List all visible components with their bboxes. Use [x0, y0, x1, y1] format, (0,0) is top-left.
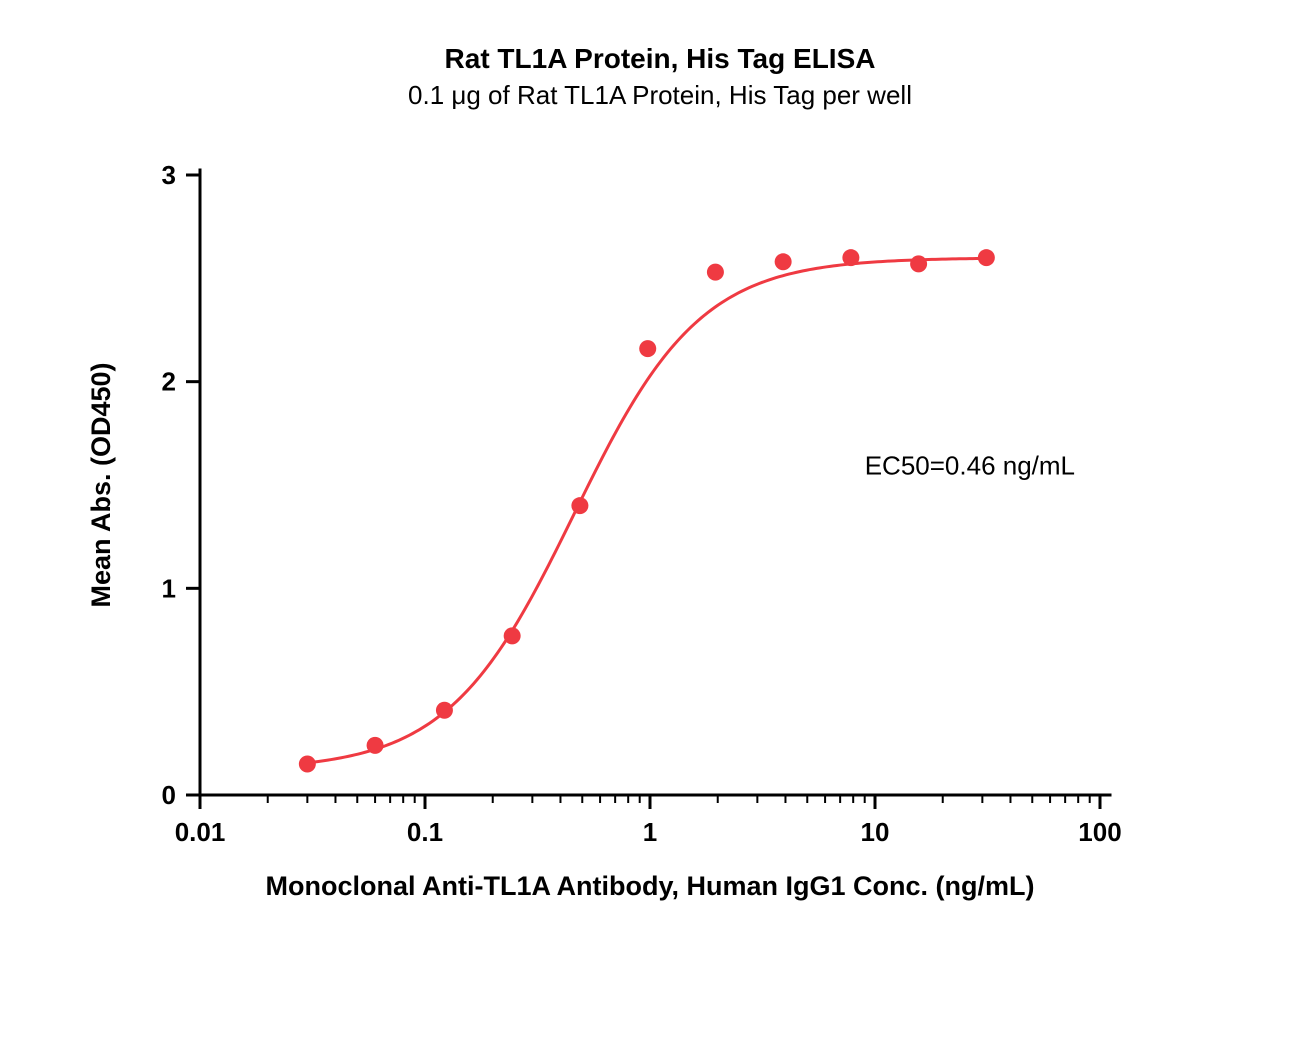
data-point: [504, 627, 521, 644]
data-point: [775, 253, 792, 270]
x-tick-label: 10: [861, 817, 890, 847]
data-point: [639, 340, 656, 357]
ec50-annotation: EC50=0.46 ng/mL: [865, 451, 1075, 481]
data-point: [978, 249, 995, 266]
y-tick-label: 0: [162, 780, 176, 810]
axes-group: 0 1 2 3 0.01 0.1 1 10 100: [162, 160, 1122, 847]
chart-title: Rat TL1A Protein, His Tag ELISA: [445, 43, 876, 74]
x-tick-label: 0.01: [175, 817, 226, 847]
x-axis-label: Monoclonal Anti-TL1A Antibody, Human IgG…: [266, 871, 1035, 901]
data-point: [707, 264, 724, 281]
data-point: [299, 756, 316, 773]
data-point: [910, 255, 927, 272]
data-point: [571, 497, 588, 514]
chart-subtitle: 0.1 μg of Rat TL1A Protein, His Tag per …: [408, 80, 912, 110]
y-axis-label: Mean Abs. (OD450): [86, 362, 116, 607]
data-points-group: [299, 249, 995, 772]
data-point: [367, 737, 384, 754]
elisa-chart-svg: Rat TL1A Protein, His Tag ELISA 0.1 μg o…: [0, 0, 1295, 1038]
x-tick-label: 1: [643, 817, 657, 847]
x-tick-label: 0.1: [407, 817, 443, 847]
fit-curve: [307, 258, 986, 762]
y-tick-label: 2: [162, 367, 176, 397]
y-tick-label: 1: [162, 573, 176, 603]
x-tick-label: 100: [1078, 817, 1121, 847]
chart-container: Rat TL1A Protein, His Tag ELISA 0.1 μg o…: [0, 0, 1295, 1038]
data-point: [436, 702, 453, 719]
y-tick-label: 3: [162, 160, 176, 190]
data-point: [842, 249, 859, 266]
